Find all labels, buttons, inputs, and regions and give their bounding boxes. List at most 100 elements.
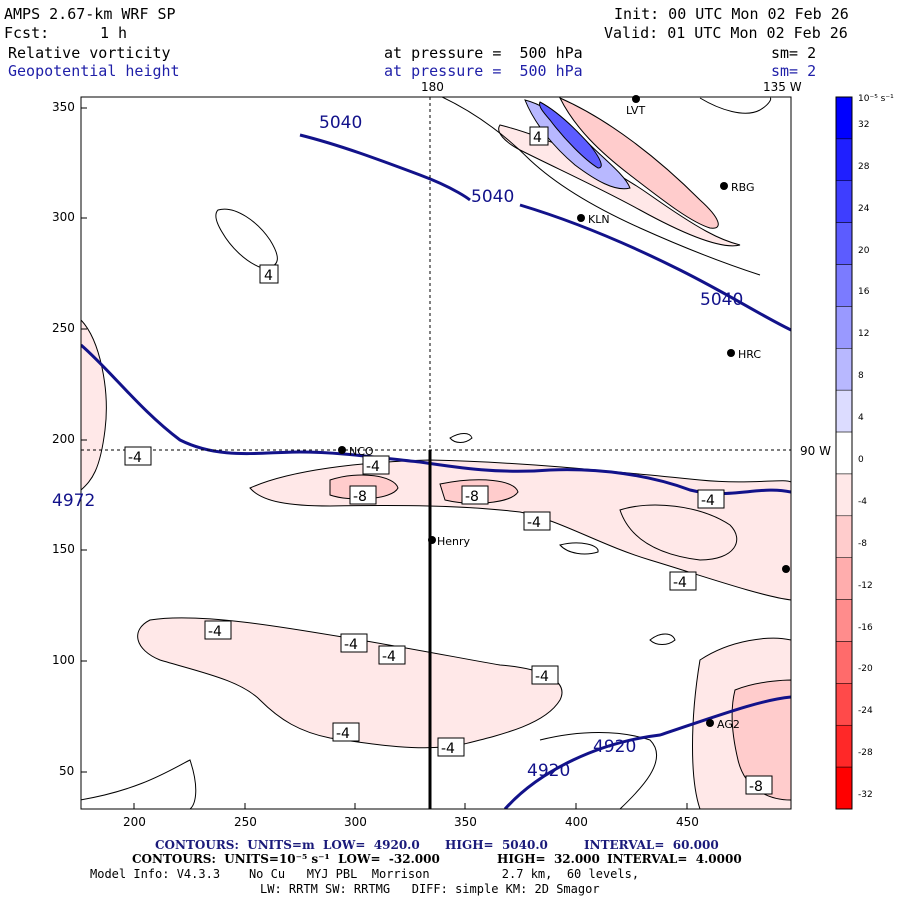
height-label-4920-b: 4920 <box>527 761 570 781</box>
colorbar-swatch <box>835 557 853 600</box>
forecast-value: 1 h <box>100 24 128 42</box>
colorbar-swatch <box>835 306 853 349</box>
colorbar-level-label: 28 <box>858 161 870 172</box>
vort-label: -4 <box>340 633 368 653</box>
height-label-5040-b: 5040 <box>471 187 514 207</box>
y-tick: 100 <box>52 653 75 667</box>
svg-text:-8: -8 <box>749 779 763 795</box>
colorbar-level-label: -8 <box>858 538 867 549</box>
colorbar-swatch <box>835 264 853 307</box>
colorbar-swatch <box>835 473 853 517</box>
colorbar-swatch <box>835 138 853 182</box>
field-vorticity: Relative vorticity <box>8 44 171 62</box>
vort-label: -8 <box>745 775 773 795</box>
x-tick: 200 <box>123 815 146 829</box>
smoothing-1: sm= 2 <box>771 44 817 62</box>
footer-height-low: CONTOURS: UNITS=m LOW= 4920.0 <box>155 838 420 852</box>
colorbar-level-label: 32 <box>858 119 870 130</box>
footer-height-interval: INTERVAL= 60.000 <box>584 838 719 852</box>
vort-label: -8 <box>461 485 489 505</box>
svg-text:4: 4 <box>533 130 542 146</box>
vorticity-negative-fill <box>81 124 791 809</box>
height-label-5040-c: 5040 <box>700 290 743 310</box>
meridian-180: 180 <box>421 80 444 94</box>
svg-text:-4: -4 <box>527 515 541 531</box>
pressure-level-1: at pressure = 500 hPa <box>384 44 583 62</box>
footer-model-info: Model Info: V4.3.3 No Cu MYJ PBL Morriso… <box>90 867 640 881</box>
vort-label: -4 <box>362 455 390 475</box>
x-tick: 300 <box>344 815 367 829</box>
colorbar-swatch <box>835 222 853 265</box>
meridian-90w: 90 W <box>800 444 831 458</box>
vort-label: -4 <box>204 620 232 640</box>
svg-text:-8: -8 <box>353 489 367 505</box>
footer-vort-low: CONTOURS: UNITS=10⁻⁵ s⁻¹ LOW= -32.000 <box>132 852 440 866</box>
colorbar-unit: 10⁻⁵ s⁻¹ <box>858 94 894 104</box>
vort-label: -4 <box>124 446 152 466</box>
station-lvt: LVT <box>626 104 645 117</box>
height-label-5040-a: 5040 <box>319 113 362 133</box>
title: AMPS 2.67-km WRF SP <box>4 5 176 23</box>
height-label-4920-a: 4920 <box>593 737 636 757</box>
vort-label: -4 <box>669 571 697 591</box>
vort-label: -4 <box>378 645 406 665</box>
colorbar-swatch <box>835 724 853 768</box>
y-tick: 150 <box>52 542 75 556</box>
station-nco: NCO <box>349 445 374 458</box>
footer-vort-high: HIGH= 32.000 <box>497 852 600 866</box>
svg-text:-4: -4 <box>535 669 549 685</box>
colorbar <box>835 96 853 810</box>
colorbar-level-label: 4 <box>858 413 864 424</box>
svg-text:-4: -4 <box>336 726 350 742</box>
init-time: Init: 00 UTC Mon 02 Feb 26 <box>614 5 849 23</box>
svg-text:-4: -4 <box>382 649 396 665</box>
pressure-level-2: at pressure = 500 hPa <box>384 62 583 80</box>
vorticity-positive-fill <box>524 99 631 190</box>
colorbar-level-label: -12 <box>858 580 873 591</box>
colorbar-swatch <box>835 599 853 642</box>
colorbar-level-label: 0 <box>858 455 864 465</box>
x-tick: 400 <box>565 815 588 829</box>
colorbar-swatch <box>835 683 853 726</box>
vort-label: -4 <box>697 489 725 509</box>
colorbar-swatch <box>835 180 853 223</box>
vort-label: -4 <box>437 737 465 757</box>
colorbar-level-label: -24 <box>858 706 873 717</box>
colorbar-swatch <box>835 641 853 684</box>
colorbar-swatch <box>835 389 853 433</box>
colorbar-level-label: 24 <box>858 203 870 214</box>
colorbar-level-label: 8 <box>858 371 864 382</box>
colorbar-level-label: -4 <box>858 496 867 507</box>
colorbar-swatch <box>835 348 853 391</box>
vort-label: -4 <box>332 722 360 742</box>
x-tick: 450 <box>676 815 699 829</box>
y-tick: 200 <box>52 432 75 446</box>
footer-height-high: HIGH= 5040.0 <box>445 838 548 852</box>
colorbar-level-label: -16 <box>858 622 873 633</box>
station-henry: Henry <box>437 535 471 548</box>
svg-text:-4: -4 <box>673 575 687 591</box>
svg-text:-4: -4 <box>128 450 142 466</box>
colorbar-swatch <box>835 96 853 140</box>
meridian-135w: 135 W <box>763 80 802 94</box>
colorbar-level-label: 12 <box>858 329 870 340</box>
y-tick: 350 <box>52 100 75 114</box>
colorbar-level-label: -20 <box>858 664 873 675</box>
station-hrc: HRC <box>738 348 761 361</box>
svg-text:-4: -4 <box>441 741 455 757</box>
vort-label: -8 <box>349 485 377 505</box>
height-label-4972: 4972 <box>52 491 95 511</box>
forecast-label: Fcst: <box>4 24 50 42</box>
svg-text:-4: -4 <box>366 459 380 475</box>
field-geopotential: Geopotential height <box>8 62 180 80</box>
station-kln: KLN <box>588 213 610 226</box>
vort-label: -4 <box>531 665 559 685</box>
height-contour-4972 <box>81 343 791 496</box>
colorbar-level-label: -32 <box>858 790 873 801</box>
height-contour-5040-a <box>299 133 471 202</box>
svg-text:4: 4 <box>264 268 273 284</box>
svg-text:-4: -4 <box>208 624 222 640</box>
colorbar-level-label: 20 <box>858 245 870 256</box>
colorbar-swatch <box>835 515 853 558</box>
